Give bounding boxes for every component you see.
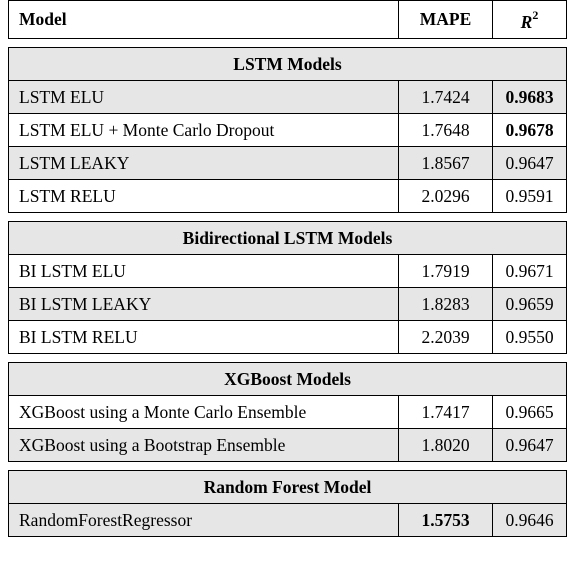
- section-title-row: Bidirectional LSTM Models: [8, 220, 567, 255]
- header-r2: R2: [492, 0, 567, 39]
- model-name-cell: BI LSTM LEAKY: [8, 286, 399, 321]
- table-row: RandomForestRegressor 1.5753 0.9646: [8, 502, 567, 537]
- table-row: BI LSTM RELU 2.2039 0.9550: [8, 319, 567, 354]
- r2-cell: 0.9647: [492, 145, 567, 180]
- section-title-row: XGBoost Models: [8, 361, 567, 396]
- r2-cell: 0.9665: [492, 394, 567, 429]
- mape-cell: 1.7417: [398, 394, 493, 429]
- table-row: LSTM RELU 2.0296 0.9591: [8, 178, 567, 213]
- section-gap-cell: [8, 353, 567, 363]
- mape-cell: 2.0296: [398, 178, 493, 213]
- table-row: XGBoost using a Bootstrap Ensemble 1.8020…: [8, 427, 567, 462]
- section-gap-cell: [8, 38, 567, 48]
- model-name-cell: XGBoost using a Bootstrap Ensemble: [8, 427, 399, 462]
- mape-cell: 1.8567: [398, 145, 493, 180]
- r2-cell: 0.9659: [492, 286, 567, 321]
- results-table-container: Model MAPE R2 LSTM Models LSTM ELU 1.7424 0…: [8, 0, 567, 537]
- section-title-row: LSTM Models: [8, 46, 567, 81]
- r2-cell: 0.9550: [492, 319, 567, 354]
- table-row: LSTM LEAKY 1.8567 0.9647: [8, 145, 567, 180]
- section-title: XGBoost Models: [8, 361, 567, 396]
- section-gap: [8, 461, 567, 471]
- header-r2-exponent: 2: [532, 8, 539, 22]
- section-gap: [8, 353, 567, 363]
- section-title: LSTM Models: [8, 46, 567, 81]
- section-title-row: Random Forest Model: [8, 469, 567, 504]
- table-row: XGBoost using a Monte Carlo Ensemble 1.74…: [8, 394, 567, 429]
- section-gap-cell: [8, 212, 567, 222]
- mape-cell: 1.7424: [398, 79, 493, 114]
- r2-cell: 0.9671: [492, 253, 567, 288]
- section-title: Random Forest Model: [8, 469, 567, 504]
- table-row: LSTM ELU 1.7424 0.9683: [8, 79, 567, 114]
- table-row: BI LSTM ELU 1.7919 0.9671: [8, 253, 567, 288]
- header-model: Model: [8, 0, 399, 39]
- r2-cell: 0.9647: [492, 427, 567, 462]
- header-r2-symbol: R: [520, 11, 533, 32]
- model-name-cell: BI LSTM RELU: [8, 319, 399, 354]
- mape-cell: 1.8283: [398, 286, 493, 321]
- table-row: LSTM ELU + Monte Carlo Dropout 1.7648 0.96…: [8, 112, 567, 147]
- model-name-cell: BI LSTM ELU: [8, 253, 399, 288]
- section-gap: [8, 212, 567, 222]
- model-name-cell: LSTM ELU + Monte Carlo Dropout: [8, 112, 399, 147]
- model-name-cell: LSTM RELU: [8, 178, 399, 213]
- r2-cell: 0.9678: [492, 112, 567, 147]
- r2-cell: 0.9646: [492, 502, 567, 537]
- table-row: BI LSTM LEAKY 1.8283 0.9659: [8, 286, 567, 321]
- table-body: Model MAPE R2 LSTM Models LSTM ELU 1.7424 0…: [8, 0, 567, 537]
- model-name-cell: XGBoost using a Monte Carlo Ensemble: [8, 394, 399, 429]
- mape-cell: 2.2039: [398, 319, 493, 354]
- header-row: Model MAPE R2: [8, 0, 567, 39]
- mape-cell: 1.8020: [398, 427, 493, 462]
- model-comparison-table: Model MAPE R2 LSTM Models LSTM ELU 1.7424 0…: [8, 0, 567, 537]
- mape-cell: 1.7919: [398, 253, 493, 288]
- r2-cell: 0.9591: [492, 178, 567, 213]
- header-mape: MAPE: [398, 0, 493, 39]
- mape-cell: 1.7648: [398, 112, 493, 147]
- section-gap: [8, 38, 567, 48]
- r2-cell: 0.9683: [492, 79, 567, 114]
- model-name-cell: LSTM LEAKY: [8, 145, 399, 180]
- section-gap-cell: [8, 461, 567, 471]
- model-name-cell: RandomForestRegressor: [8, 502, 399, 537]
- section-title: Bidirectional LSTM Models: [8, 220, 567, 255]
- mape-cell: 1.5753: [398, 502, 493, 537]
- model-name-cell: LSTM ELU: [8, 79, 399, 114]
